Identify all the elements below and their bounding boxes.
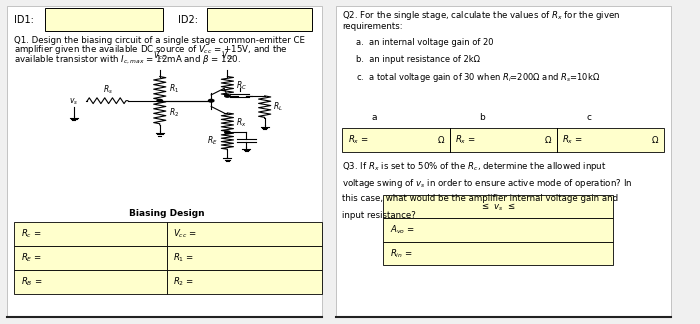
FancyBboxPatch shape xyxy=(14,222,167,246)
FancyBboxPatch shape xyxy=(14,270,167,294)
Text: $R_C$: $R_C$ xyxy=(236,80,247,92)
FancyBboxPatch shape xyxy=(207,8,312,31)
FancyBboxPatch shape xyxy=(167,246,322,270)
Text: $R_{in}$ =: $R_{in}$ = xyxy=(390,247,413,260)
Text: Biasing Design: Biasing Design xyxy=(129,209,204,218)
Text: $R_L$: $R_L$ xyxy=(274,101,284,113)
FancyBboxPatch shape xyxy=(383,218,613,242)
Text: Q3. If $R_x$ is set to 50% of the $R_c$, determine the allowed input: Q3. If $R_x$ is set to 50% of the $R_c$,… xyxy=(342,160,607,173)
Text: b: b xyxy=(479,113,484,122)
Text: b.  an input resistance of 2kΩ: b. an input resistance of 2kΩ xyxy=(356,54,480,64)
Text: $v_s$: $v_s$ xyxy=(69,97,78,107)
Text: c.  a total voltage gain of 30 when $R_i$=200Ω and $R_s$=10kΩ: c. a total voltage gain of 30 when $R_i$… xyxy=(356,71,600,84)
Text: $V_{cc}$: $V_{cc}$ xyxy=(221,50,234,62)
Text: $R_1$: $R_1$ xyxy=(169,82,178,95)
Text: c: c xyxy=(587,113,592,122)
Text: available transistor with $I_{c,max}$ = 12mA and $\beta$ = 120.: available transistor with $I_{c,max}$ = … xyxy=(14,53,241,66)
Text: Q1. Design the biasing circuit of a single stage common-emitter CE: Q1. Design the biasing circuit of a sing… xyxy=(14,36,305,45)
Text: Ω: Ω xyxy=(438,136,444,145)
FancyBboxPatch shape xyxy=(167,222,322,246)
Text: voltage swing of $v_s$ in order to ensure active mode of operation? In: voltage swing of $v_s$ in order to ensur… xyxy=(342,177,633,190)
Text: a: a xyxy=(372,113,377,122)
FancyBboxPatch shape xyxy=(45,8,163,31)
Text: $R_x$ =: $R_x$ = xyxy=(562,134,583,146)
Text: $R_2$ =: $R_2$ = xyxy=(174,276,195,288)
Circle shape xyxy=(209,99,214,102)
Text: a.  an internal voltage gain of 20: a. an internal voltage gain of 20 xyxy=(356,38,494,47)
FancyBboxPatch shape xyxy=(8,6,322,317)
Text: $R_x$: $R_x$ xyxy=(236,116,246,129)
FancyBboxPatch shape xyxy=(342,128,664,152)
Text: $V_{cc}$: $V_{cc}$ xyxy=(153,50,167,62)
FancyBboxPatch shape xyxy=(336,6,671,317)
Text: $R_2$: $R_2$ xyxy=(169,107,178,119)
Circle shape xyxy=(225,131,230,133)
Text: amplifier given the available DC source of $V_{cc}$ = +15V, and the: amplifier given the available DC source … xyxy=(14,43,288,56)
Circle shape xyxy=(225,95,230,97)
Text: Ω: Ω xyxy=(545,136,552,145)
Text: this case, what would be the amplifier internal voltage gain and: this case, what would be the amplifier i… xyxy=(342,194,619,203)
Text: $R_E$: $R_E$ xyxy=(206,135,217,147)
Text: $R_B$ =: $R_B$ = xyxy=(21,276,43,288)
Text: ID2:: ID2: xyxy=(178,15,198,25)
Text: $V_{cc}$ =: $V_{cc}$ = xyxy=(174,227,197,240)
Text: $R_x$ =: $R_x$ = xyxy=(455,134,476,146)
Circle shape xyxy=(157,99,162,102)
Text: $R_1$ =: $R_1$ = xyxy=(174,252,195,264)
Text: $R_x$ =: $R_x$ = xyxy=(348,134,369,146)
FancyBboxPatch shape xyxy=(167,270,322,294)
Text: ID1:: ID1: xyxy=(14,15,34,25)
FancyBboxPatch shape xyxy=(14,246,167,270)
Text: $R_c$ =: $R_c$ = xyxy=(21,227,41,240)
Text: Ω: Ω xyxy=(652,136,659,145)
Text: input resistance?: input resistance? xyxy=(342,211,416,220)
Text: $R_E$ =: $R_E$ = xyxy=(21,252,42,264)
Text: Q2. For the single stage, calculate the values of $R_x$ for the given: Q2. For the single stage, calculate the … xyxy=(342,9,621,22)
Text: $R_s$: $R_s$ xyxy=(103,83,113,96)
FancyBboxPatch shape xyxy=(383,242,613,265)
Text: $A_{vo}$ =: $A_{vo}$ = xyxy=(390,224,415,236)
FancyBboxPatch shape xyxy=(383,195,613,218)
Text: requirements:: requirements: xyxy=(342,22,403,31)
Text: ≤  $v_s$  ≤: ≤ $v_s$ ≤ xyxy=(481,201,516,213)
